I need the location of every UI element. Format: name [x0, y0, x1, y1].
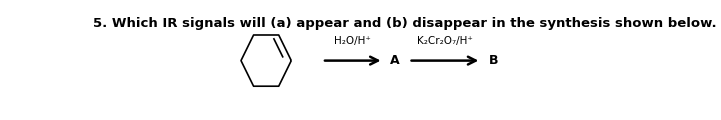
Text: A: A	[390, 54, 399, 67]
Text: H₂O/H⁺: H₂O/H⁺	[335, 36, 371, 46]
Text: K₂Cr₂O₇/H⁺: K₂Cr₂O₇/H⁺	[417, 36, 473, 46]
Text: B: B	[489, 54, 498, 67]
Text: 5. Which IR signals will (a) appear and (b) disappear in the synthesis shown bel: 5. Which IR signals will (a) appear and …	[93, 17, 721, 30]
